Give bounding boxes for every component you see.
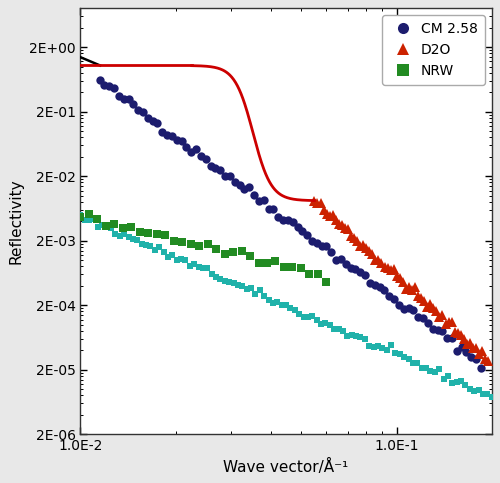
NRW bbox=[272, 258, 278, 264]
NRW bbox=[188, 241, 194, 247]
Line: D2O: D2O bbox=[310, 197, 492, 365]
NRW bbox=[154, 231, 160, 237]
D2O bbox=[428, 301, 434, 307]
NRW bbox=[213, 246, 219, 252]
NRW bbox=[78, 214, 84, 220]
Y-axis label: Reflectivity: Reflectivity bbox=[8, 179, 24, 264]
D2O bbox=[354, 238, 360, 243]
NRW bbox=[264, 260, 270, 266]
Line: NRW: NRW bbox=[76, 210, 330, 286]
D2O bbox=[440, 312, 446, 318]
NRW bbox=[162, 232, 168, 238]
CM 2.58 bbox=[266, 206, 272, 212]
NRW bbox=[196, 243, 202, 249]
NRW bbox=[94, 216, 100, 222]
NRW bbox=[112, 221, 117, 227]
D2O bbox=[312, 199, 318, 204]
NRW bbox=[281, 264, 287, 270]
NRW bbox=[222, 251, 228, 256]
NRW bbox=[230, 249, 236, 255]
D2O bbox=[458, 332, 464, 338]
CM 2.58 bbox=[358, 269, 364, 274]
NRW bbox=[315, 271, 321, 277]
NRW bbox=[86, 211, 92, 217]
NRW bbox=[120, 225, 126, 231]
CM 2.58 bbox=[324, 243, 330, 249]
NRW bbox=[103, 224, 109, 229]
NRW bbox=[179, 239, 185, 244]
Legend: CM 2.58, D2O, NRW: CM 2.58, D2O, NRW bbox=[382, 15, 484, 85]
NRW bbox=[324, 280, 330, 285]
NRW bbox=[238, 248, 244, 254]
D2O bbox=[351, 235, 357, 241]
NRW bbox=[170, 239, 176, 244]
NRW bbox=[247, 253, 253, 258]
NRW bbox=[204, 241, 210, 247]
NRW bbox=[256, 260, 262, 266]
X-axis label: Wave vector/Å⁻¹: Wave vector/Å⁻¹ bbox=[224, 459, 348, 475]
NRW bbox=[290, 264, 296, 270]
NRW bbox=[128, 224, 134, 230]
CM 2.58 bbox=[328, 249, 334, 255]
NRW bbox=[306, 271, 312, 277]
D2O bbox=[479, 348, 485, 354]
CM 2.58 bbox=[434, 327, 440, 333]
NRW bbox=[298, 266, 304, 271]
CM 2.58 bbox=[343, 261, 349, 267]
CM 2.58 bbox=[478, 365, 484, 370]
CM 2.58 bbox=[96, 77, 102, 83]
D2O bbox=[485, 358, 491, 364]
Line: CM 2.58: CM 2.58 bbox=[96, 75, 485, 372]
NRW bbox=[137, 229, 143, 235]
NRW bbox=[145, 230, 151, 236]
